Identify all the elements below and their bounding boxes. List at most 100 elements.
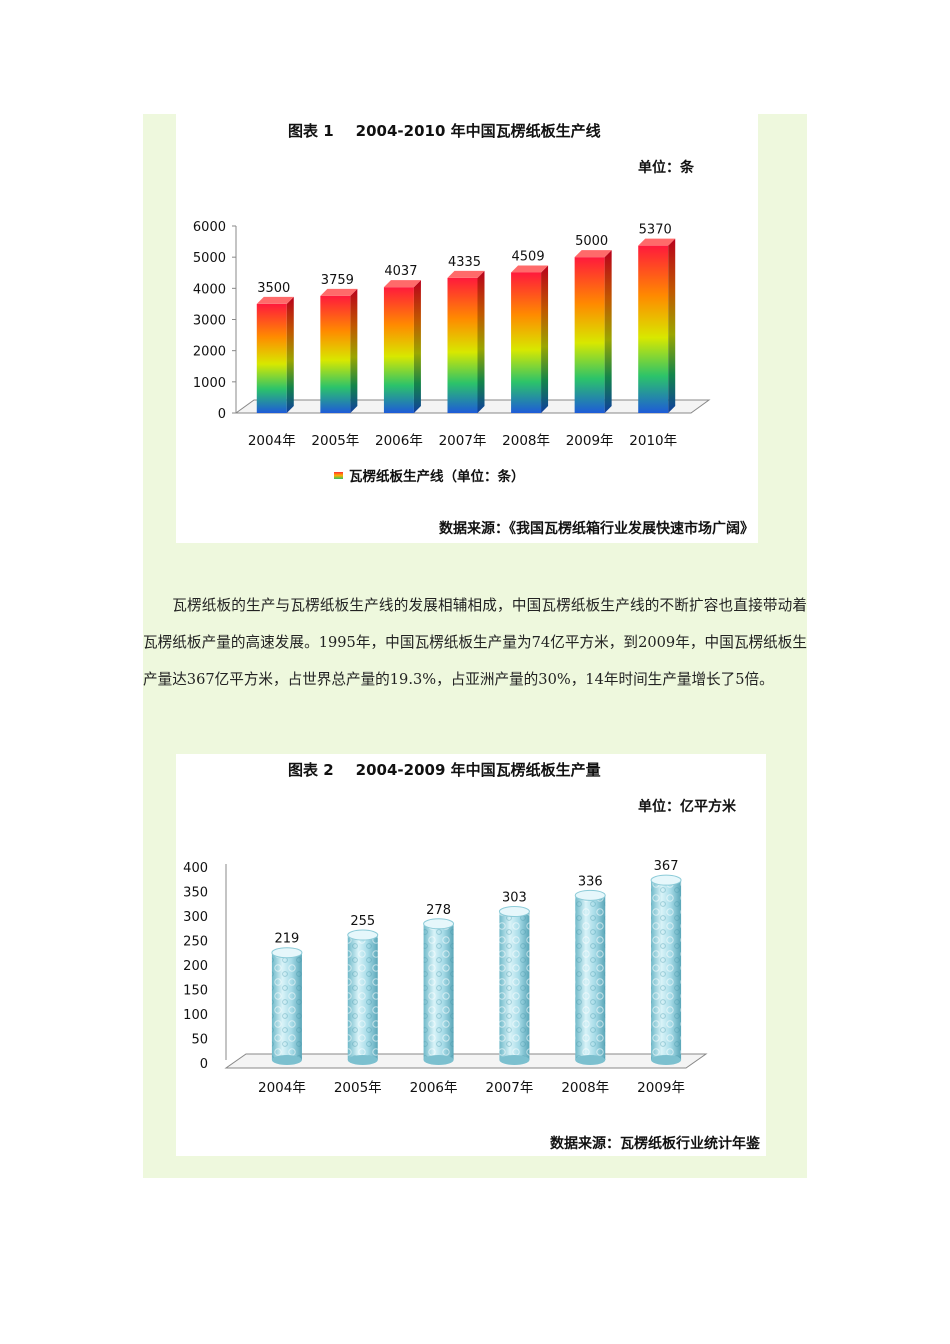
bar-bottom bbox=[271, 1055, 302, 1065]
x-tick-label: 2004年 bbox=[258, 1080, 306, 1096]
body-paragraph: 瓦楞纸板的生产与瓦楞纸板生产线的发展相辅相成，中国瓦楞纸板生产线的不断扩容也直接… bbox=[143, 587, 807, 698]
data-label: 336 bbox=[578, 874, 603, 889]
y-tick-label: 0 bbox=[218, 407, 226, 422]
x-tick-label: 2006年 bbox=[410, 1080, 458, 1096]
data-label: 4037 bbox=[384, 264, 417, 279]
data-label: 5000 bbox=[575, 234, 608, 249]
y-tick-label: 400 bbox=[183, 861, 208, 876]
bar-texture bbox=[651, 880, 682, 1060]
x-tick-label: 2008年 bbox=[561, 1080, 609, 1096]
bar-top bbox=[320, 288, 358, 296]
y-tick-label: 0 bbox=[200, 1057, 208, 1072]
bar-side bbox=[604, 250, 612, 413]
bar bbox=[447, 277, 478, 413]
data-label: 255 bbox=[350, 914, 375, 929]
bar-side bbox=[286, 296, 294, 413]
figure1-legend-label: 瓦楞纸板生产线（单位：条） bbox=[349, 469, 525, 485]
figure2-chart: 0 50 100 150 200 250 300 350 400 219 2004年 255 2005年… bbox=[183, 859, 708, 1096]
figure1-source: 数据来源：《我国瓦楞纸箱行业发展快速市场广阔》 bbox=[439, 521, 754, 537]
x-tick-label: 2008年 bbox=[502, 433, 550, 449]
bar bbox=[511, 272, 542, 413]
y-tick-label: 250 bbox=[183, 935, 208, 950]
bar-top bbox=[256, 296, 294, 304]
x-tick-label: 2006年 bbox=[375, 433, 423, 449]
bar-top bbox=[347, 929, 379, 941]
bar-top bbox=[447, 270, 485, 278]
bar-top bbox=[574, 889, 606, 901]
data-label: 278 bbox=[426, 903, 451, 918]
paragraph-text: 瓦楞纸板的生产与瓦楞纸板生产线的发展相辅相成，中国瓦楞纸板生产线的不断扩容也直接… bbox=[143, 597, 807, 688]
bar-bottom bbox=[347, 1055, 378, 1065]
bar-texture bbox=[347, 935, 378, 1060]
y-tick-label: 1000 bbox=[193, 376, 226, 391]
y-tick-label: 6000 bbox=[193, 220, 226, 235]
x-tick-label: 2010年 bbox=[629, 433, 677, 449]
bar-bottom bbox=[499, 1055, 530, 1065]
figure1-chart: 0 1000 2000 3000 4000 5000 6000 3500 2004年 3759 20… bbox=[193, 220, 711, 449]
figure2-title-text: 2004-2009 年中国瓦楞纸板生产量 bbox=[355, 761, 601, 779]
data-label: 4335 bbox=[448, 255, 481, 270]
bar bbox=[638, 245, 669, 413]
legend-swatch-icon bbox=[334, 471, 343, 479]
bar-bottom bbox=[423, 1055, 454, 1065]
bar bbox=[383, 287, 414, 413]
data-label: 3500 bbox=[257, 281, 290, 296]
x-tick-label: 2009年 bbox=[566, 433, 614, 449]
y-tick-label: 150 bbox=[183, 984, 208, 999]
bar-bottom bbox=[651, 1055, 682, 1065]
y-tick-label: 2000 bbox=[193, 345, 226, 360]
figure1-box: 图表 1 2004-2010 年中国瓦楞纸板生产线 单位：条 0 1000 2000 3… bbox=[176, 114, 758, 543]
figure2-number: 图表 2 bbox=[288, 761, 334, 779]
bar-texture bbox=[499, 911, 530, 1060]
bar-top bbox=[271, 947, 303, 959]
bar-side bbox=[350, 288, 358, 413]
figure1-title-text: 2004-2010 年中国瓦楞纸板生产线 bbox=[355, 122, 601, 140]
bar-side bbox=[541, 265, 549, 413]
bar-side bbox=[668, 238, 676, 413]
bar-top bbox=[383, 280, 421, 288]
x-tick-label: 2007年 bbox=[439, 433, 487, 449]
x-tick-label: 2009年 bbox=[637, 1080, 685, 1096]
data-label: 3759 bbox=[321, 273, 354, 288]
figure1-unit: 单位：条 bbox=[638, 160, 694, 176]
bar-top bbox=[498, 906, 530, 918]
bar-top bbox=[511, 265, 549, 273]
bar-texture bbox=[271, 952, 302, 1060]
y-tick-label: 5000 bbox=[193, 251, 226, 266]
bar-texture bbox=[575, 895, 606, 1060]
y-tick-label: 300 bbox=[183, 910, 208, 925]
y-tick-label: 200 bbox=[183, 959, 208, 974]
bar-bottom bbox=[575, 1055, 606, 1065]
y-tick-label: 4000 bbox=[193, 282, 226, 297]
bar-side bbox=[413, 280, 421, 413]
figure2-title: 图表 2 2004-2009 年中国瓦楞纸板生产量 bbox=[176, 759, 878, 780]
y-tick-label: 100 bbox=[183, 1008, 208, 1023]
bar-top bbox=[638, 238, 676, 246]
x-tick-label: 2005年 bbox=[311, 433, 359, 449]
y-tick-label: 3000 bbox=[193, 314, 226, 329]
data-label: 303 bbox=[502, 891, 527, 906]
bar-top bbox=[650, 874, 682, 886]
data-label: 367 bbox=[654, 859, 679, 874]
x-tick-label: 2005年 bbox=[334, 1080, 382, 1096]
x-tick-label: 2007年 bbox=[485, 1080, 533, 1096]
data-label: 4509 bbox=[512, 249, 545, 264]
bar bbox=[256, 303, 287, 413]
y-tick-label: 350 bbox=[183, 886, 208, 901]
bar-side bbox=[477, 270, 485, 413]
bar bbox=[320, 295, 351, 413]
figure2-box: 图表 2 2004-2009 年中国瓦楞纸板生产量 单位：亿平方米 0 50 100 1… bbox=[176, 754, 766, 1156]
figure1-legend: 瓦楞纸板生产线（单位：条） bbox=[334, 465, 525, 485]
bar-top bbox=[423, 918, 455, 930]
figure1-title: 图表 1 2004-2010 年中国瓦楞纸板生产线 bbox=[176, 120, 870, 141]
figure1-number: 图表 1 bbox=[288, 122, 334, 140]
bar-top bbox=[574, 250, 612, 258]
data-label: 5370 bbox=[639, 223, 672, 238]
figure2-unit: 单位：亿平方米 bbox=[638, 799, 736, 815]
x-tick-label: 2004年 bbox=[248, 433, 296, 449]
y-tick-label: 50 bbox=[191, 1033, 208, 1048]
data-label: 219 bbox=[275, 932, 300, 947]
bar-texture bbox=[423, 923, 454, 1060]
bar bbox=[574, 257, 605, 413]
figure2-source: 数据来源：瓦楞纸板行业统计年鉴 bbox=[550, 1136, 760, 1152]
